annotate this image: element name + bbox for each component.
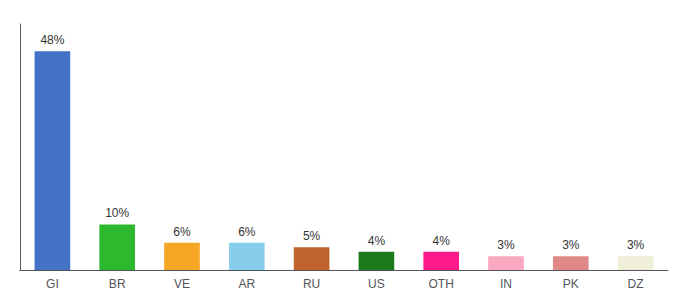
- svg-text:OTH: OTH: [429, 277, 454, 291]
- svg-text:RU: RU: [303, 277, 320, 291]
- svg-text:6%: 6%: [238, 225, 256, 239]
- svg-text:BR: BR: [109, 277, 126, 291]
- svg-text:4%: 4%: [368, 234, 386, 248]
- svg-text:DZ: DZ: [628, 277, 644, 291]
- svg-text:VE: VE: [174, 277, 190, 291]
- svg-text:10%: 10%: [105, 206, 129, 220]
- svg-text:3%: 3%: [562, 238, 580, 252]
- svg-text:48%: 48%: [40, 33, 64, 47]
- svg-text:US: US: [368, 277, 385, 291]
- svg-text:3%: 3%: [497, 238, 515, 252]
- svg-text:5%: 5%: [303, 229, 321, 243]
- svg-text:6%: 6%: [173, 225, 191, 239]
- svg-text:4%: 4%: [433, 234, 451, 248]
- svg-text:GI: GI: [46, 277, 59, 291]
- svg-text:3%: 3%: [627, 238, 645, 252]
- svg-text:IN: IN: [500, 277, 512, 291]
- svg-text:PK: PK: [563, 277, 579, 291]
- svg-text:AR: AR: [238, 277, 255, 291]
